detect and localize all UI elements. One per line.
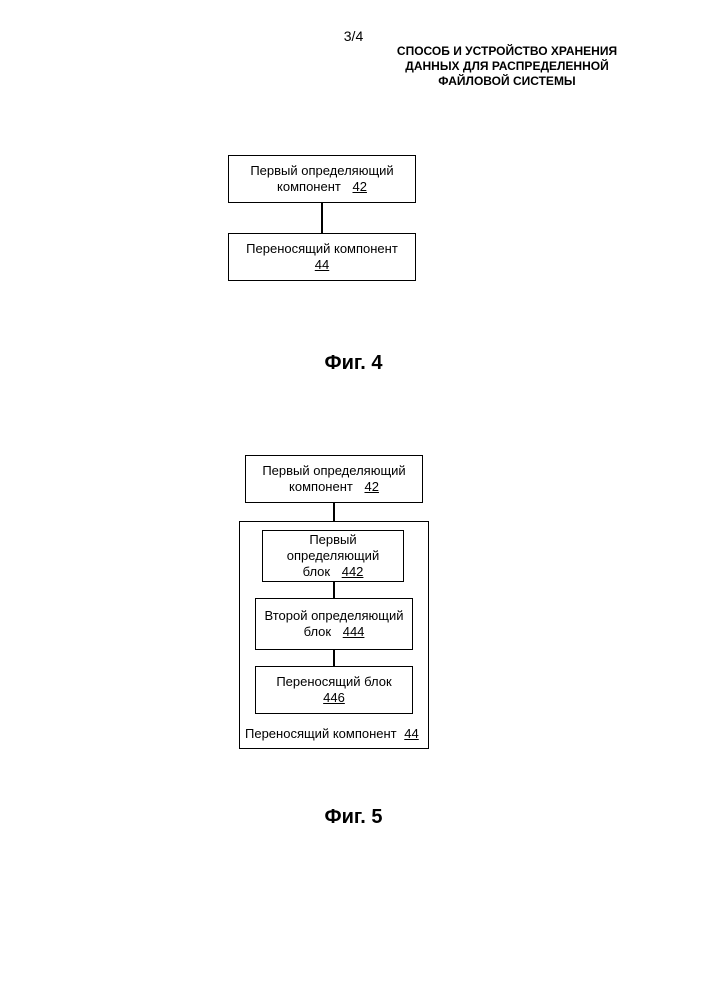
fig5-box-444: Второй определяющий блок 444 <box>255 598 413 650</box>
box-label: определяющий <box>287 548 379 564</box>
box-label: Первый <box>309 532 356 548</box>
box-label: компонент 42 <box>289 479 379 495</box>
box-label: Второй определяющий <box>264 608 403 624</box>
box-text: Первый <box>309 532 356 547</box>
page-number: 3/4 <box>0 28 707 44</box>
box-ref: 42 <box>364 479 378 494</box>
doc-title-line: ФАЙЛОВОЙ СИСТЕМЫ <box>438 74 575 88</box>
box-ref: 44 <box>315 257 329 272</box>
fig4-connector <box>321 203 323 233</box>
document-title: СПОСОБ И УСТРОЙСТВО ХРАНЕНИЯ ДАННЫХ ДЛЯ … <box>377 44 637 89</box>
box-label: Первый определяющий <box>262 463 405 479</box>
box-text: определяющий <box>287 548 379 563</box>
box-ref: 42 <box>352 179 366 194</box>
fig4-caption: Фиг. 4 <box>0 352 707 375</box>
box-ref: 446 <box>323 690 345 705</box>
box-text: Первый определяющий <box>262 463 405 478</box>
box-label: блок 444 <box>304 624 365 640</box>
box-ref: 444 <box>343 624 365 639</box>
fig5-connector <box>333 650 335 666</box>
fig5-connector <box>333 582 335 598</box>
box-text: компонент <box>277 179 341 194</box>
fig4-box-42: Первый определяющий компонент 42 <box>228 155 416 203</box>
fig5-box-442: Первый определяющий блок 442 <box>262 530 404 582</box>
box-text: блок <box>304 624 332 639</box>
box-text: Первый определяющий <box>250 163 393 178</box>
box-label: Переносящий блок <box>276 674 391 690</box>
box-text: блок <box>303 564 331 579</box>
doc-title-line: ДАННЫХ ДЛЯ РАСПРЕДЕЛЕННОЙ <box>405 59 608 73</box>
fig5-outer-label: Переносящий компонент 44 <box>245 726 419 741</box>
box-text: Переносящий блок <box>276 674 391 689</box>
fig5-box-42: Первый определяющий компонент 42 <box>245 455 423 503</box>
box-label: Переносящий компонент <box>246 241 398 257</box>
box-label: блок 442 <box>303 564 364 580</box>
box-text: компонент <box>289 479 353 494</box>
box-ref: 442 <box>342 564 364 579</box>
box-label: 446 <box>323 690 345 706</box>
fig5-box-446: Переносящий блок 446 <box>255 666 413 714</box>
box-label: Первый определяющий <box>250 163 393 179</box>
fig5-connector <box>333 503 335 521</box>
doc-title-line: СПОСОБ И УСТРОЙСТВО ХРАНЕНИЯ <box>397 44 617 58</box>
box-text: Переносящий компонент <box>245 726 397 741</box>
fig4-box-44: Переносящий компонент 44 <box>228 233 416 281</box>
box-label: компонент 42 <box>277 179 367 195</box>
box-label: 44 <box>315 257 329 273</box>
box-ref: 44 <box>404 726 418 741</box>
box-text: Второй определяющий <box>264 608 403 623</box>
fig5-caption: Фиг. 5 <box>0 806 707 829</box>
box-text: Переносящий компонент <box>246 241 398 256</box>
